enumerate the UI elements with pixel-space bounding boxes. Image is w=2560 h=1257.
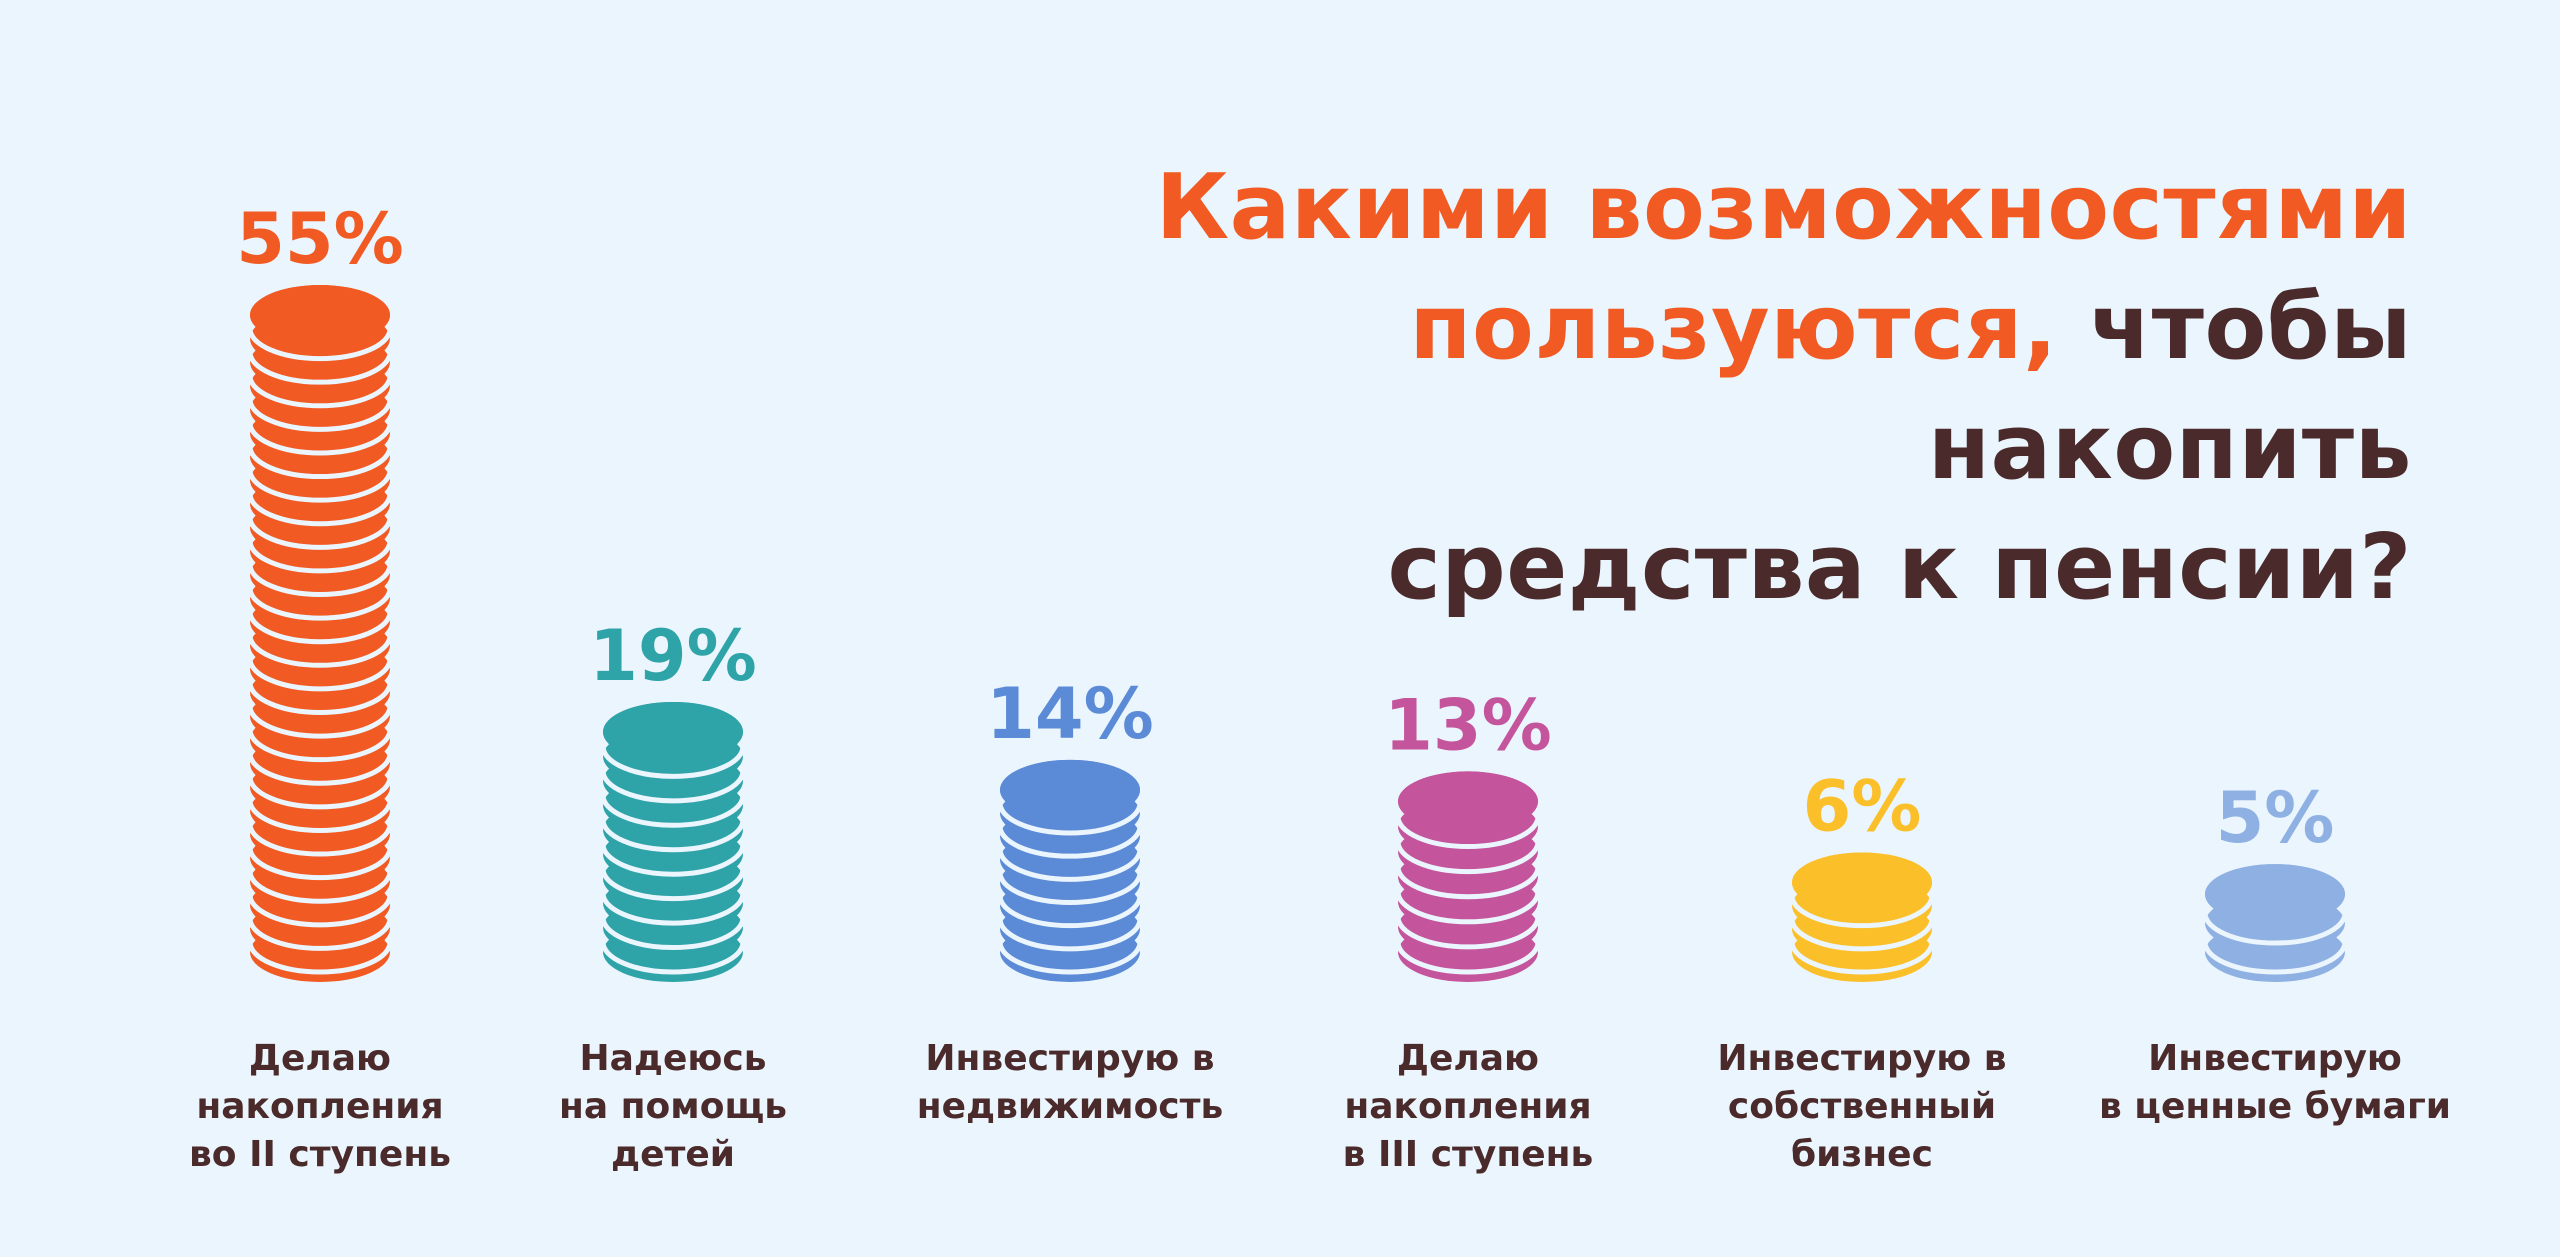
coin-separator: [247, 823, 393, 857]
value-label: 13%: [1384, 684, 1552, 766]
category-label: Делаю: [1397, 1038, 1539, 1079]
value-label: 19%: [589, 615, 757, 697]
category-label: накопления: [1344, 1086, 1591, 1127]
coin-separator: [247, 871, 393, 904]
coin-separator: [247, 729, 393, 763]
title-line1-highlight: Какими возможностями: [1155, 155, 2412, 260]
coin-separator: [600, 795, 746, 828]
category-label: бизнес: [1791, 1134, 1933, 1175]
coin-separator: [997, 941, 1143, 975]
coin-separator: [600, 819, 746, 853]
category-label: Делаю: [249, 1038, 391, 1079]
category-label: в III ступень: [1343, 1134, 1594, 1175]
coin-separator: [600, 843, 746, 877]
coin-separator: [2202, 912, 2348, 946]
coin-separator: [247, 422, 393, 456]
coin-separator: [600, 770, 746, 804]
coin-separator: [1789, 918, 1935, 952]
coin-separator: [600, 941, 746, 975]
coin-separator: [600, 917, 746, 951]
coin-separator: [247, 705, 393, 739]
coin-separator: [997, 895, 1143, 929]
category-label: Инвестирую: [2148, 1038, 2402, 1079]
coin-separator: [247, 941, 393, 975]
coin-separator: [2202, 941, 2348, 975]
category-label: недвижимость: [917, 1086, 1224, 1127]
coin-separator: [247, 682, 393, 715]
category-label: в ценные бумаги: [2099, 1086, 2451, 1127]
coin-stack-bar: [1789, 852, 1935, 982]
coin-separator: [247, 399, 393, 432]
coin-separator: [997, 918, 1143, 952]
category-label: собственный: [1728, 1086, 1996, 1127]
coin-stack-bar: [2202, 864, 2348, 982]
coin-top: [603, 701, 743, 762]
coin-separator: [1395, 816, 1541, 850]
title-line3: средства к пенсии?: [1387, 515, 2412, 620]
coin-separator: [247, 847, 393, 881]
coin-separator: [247, 776, 393, 810]
coin-separator: [1395, 841, 1541, 875]
coin-separator: [247, 564, 393, 598]
coin-separator: [247, 658, 393, 692]
coin-top: [2205, 864, 2345, 925]
coin-separator: [247, 753, 393, 786]
coin-separator: [247, 328, 393, 362]
coin-separator: [997, 825, 1143, 859]
coin-stack-bar: [997, 759, 1143, 982]
coin-separator: [247, 800, 393, 833]
chart-title: Какими возможностями пользуются, чтобы н…: [912, 148, 2412, 628]
coin-separator: [247, 635, 393, 668]
coin-separator: [247, 351, 393, 385]
category-label: Инвестирую в: [1717, 1038, 2006, 1079]
coin-separator: [1395, 916, 1541, 950]
category-label: Инвестирую в: [925, 1038, 1214, 1079]
coin-separator: [247, 540, 393, 574]
title-line2-rest: чтобы накопить: [1927, 275, 2412, 500]
category-label: детей: [611, 1134, 735, 1175]
coin-separator: [247, 493, 393, 527]
coin-separator: [247, 894, 393, 928]
coin-separator: [247, 918, 393, 951]
category-label: во II ступень: [189, 1134, 451, 1175]
coin-stack-bar: [1395, 771, 1541, 982]
coin-top: [1398, 771, 1538, 832]
title-line2-highlight: пользуются,: [1409, 275, 2058, 380]
coin-separator: [247, 469, 393, 503]
coin-separator: [247, 375, 393, 409]
coin-separator: [997, 872, 1143, 906]
coin-separator: [247, 611, 393, 645]
coin-separator: [600, 892, 746, 926]
category-label: на помощь: [559, 1086, 787, 1127]
coin-separator: [600, 746, 746, 779]
coin-separator: [1395, 941, 1541, 975]
coin-separator: [247, 587, 393, 621]
coin-top: [1792, 852, 1932, 913]
coin-separator: [1789, 941, 1935, 975]
value-label: 6%: [1803, 766, 1922, 848]
coin-separator: [600, 868, 746, 902]
coin-separator: [1395, 866, 1541, 900]
coin-separator: [247, 446, 393, 480]
category-label: накопления: [196, 1086, 443, 1127]
coin-top: [250, 285, 390, 345]
coin-separator: [997, 802, 1143, 836]
coin-separator: [1395, 891, 1541, 925]
coin-top: [1000, 759, 1140, 820]
coin-stack-bar: [247, 285, 393, 982]
value-label: 5%: [2216, 777, 2335, 859]
value-label: 55%: [236, 198, 404, 280]
category-label: Надеюсь: [579, 1038, 766, 1079]
value-label: 14%: [986, 673, 1154, 755]
coin-separator: [997, 849, 1143, 882]
coin-stack-bar: [600, 701, 746, 982]
coin-separator: [1789, 895, 1935, 929]
coin-separator: [247, 517, 393, 550]
